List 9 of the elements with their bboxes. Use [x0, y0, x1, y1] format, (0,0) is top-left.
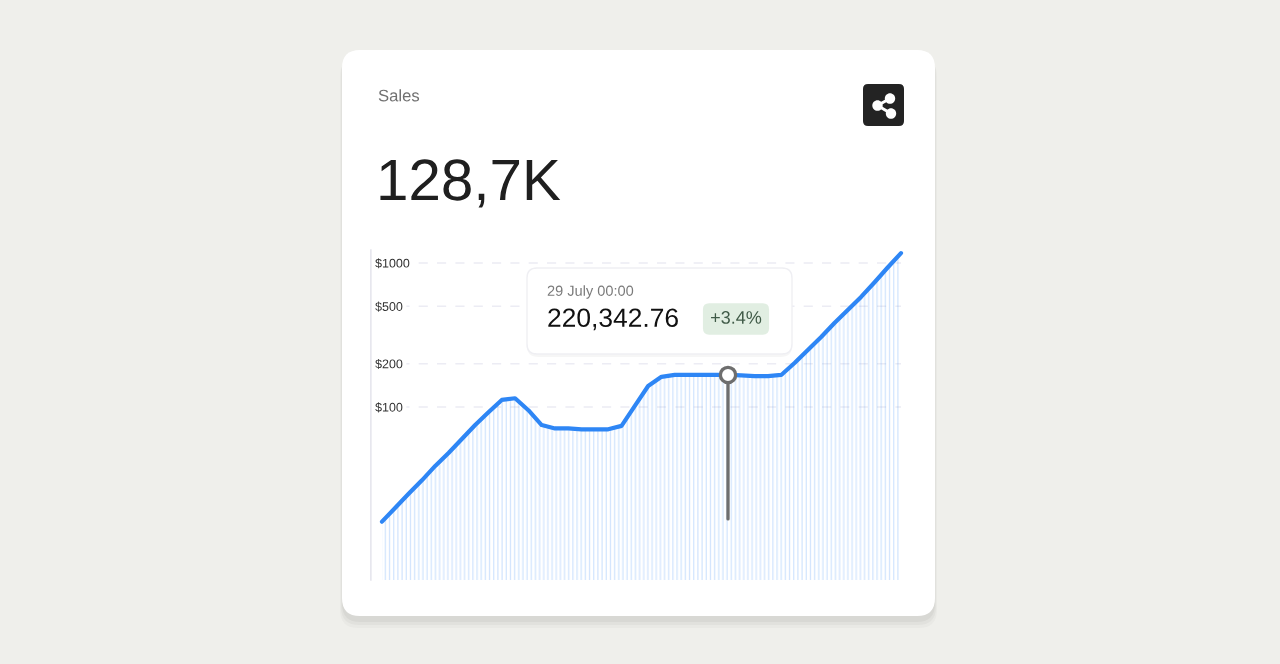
chart-subtitle: 128,7K	[380, 159, 561, 208]
annotation: 29 July 00:00	[547, 285, 634, 299]
y-tick-label: $500	[375, 301, 403, 312]
annotation: +3.4%	[711, 311, 762, 324]
y-tick-label: $100	[375, 402, 403, 413]
y-tick-label: $1000	[375, 258, 410, 269]
y-tick-label: $200	[375, 358, 403, 370]
chart-title: Sales	[378, 89, 420, 102]
annotation: 220,342.76	[548, 308, 678, 331]
